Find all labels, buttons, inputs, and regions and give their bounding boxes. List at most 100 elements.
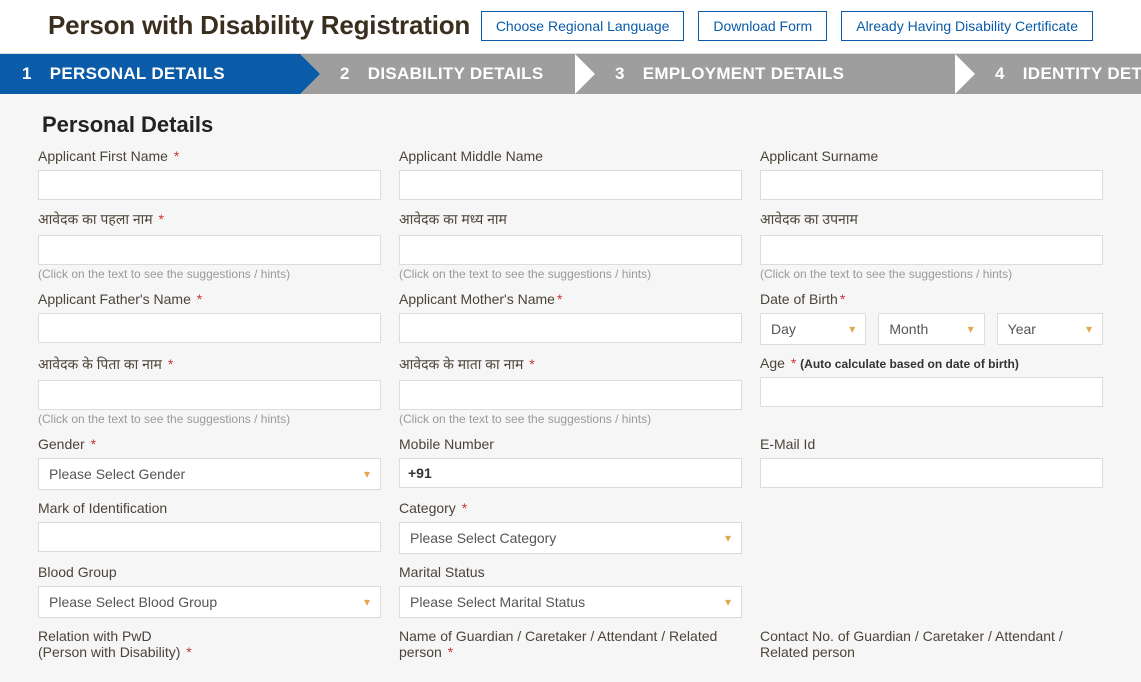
input-middle-name[interactable] xyxy=(399,170,742,200)
field-first-name-hi: आवेदक का पहला नाम * (Click on the text t… xyxy=(38,210,381,281)
input-father-name-hi[interactable] xyxy=(38,380,381,410)
step-disability-details[interactable]: 2DISABILITY DETAILS xyxy=(300,54,575,94)
label-first-name-hi: आवेदक का पहला नाम * xyxy=(38,210,381,229)
select-dob-year[interactable]: Year▾ xyxy=(997,313,1103,345)
step-label: EMPLOYMENT DETAILS xyxy=(643,64,845,83)
header-buttons: Choose Regional Language Download Form A… xyxy=(481,11,1093,41)
label-father-name-hi: आवेदक के पिता का नाम * xyxy=(38,355,381,374)
page-title: Person with Disability Registration xyxy=(48,10,470,41)
label-mark-id: Mark of Identification xyxy=(38,500,381,516)
step-personal-details[interactable]: 1 PERSONAL DETAILS xyxy=(0,54,300,94)
label-surname: Applicant Surname xyxy=(760,148,1103,164)
label-mother-name-hi: आवेदक के माता का नाम * xyxy=(399,355,742,374)
step-identity-details[interactable]: 4 IDENTITY DETAILS xyxy=(955,54,1141,94)
section-title: Personal Details xyxy=(12,94,1129,148)
field-blood-group: Blood Group Please Select Blood Group▾ xyxy=(38,564,381,618)
required-marker: * xyxy=(168,356,173,372)
field-surname: Applicant Surname xyxy=(760,148,1103,200)
input-age[interactable] xyxy=(760,377,1103,407)
label-blood-group: Blood Group xyxy=(38,564,381,580)
field-email: E-Mail Id xyxy=(760,436,1103,490)
wizard-steps: 1 PERSONAL DETAILS 2DISABILITY DETAILS 3E… xyxy=(0,54,1141,94)
step-number: 2 xyxy=(340,64,350,83)
chevron-down-icon: ▾ xyxy=(849,322,855,336)
select-gender[interactable]: Please Select Gender▾ xyxy=(38,458,381,490)
label-age: Age * (Auto calculate based on date of b… xyxy=(760,355,1103,371)
input-email[interactable] xyxy=(760,458,1103,488)
input-surname[interactable] xyxy=(760,170,1103,200)
required-marker: * xyxy=(791,355,796,371)
required-marker: * xyxy=(91,436,96,452)
step-number: 1 xyxy=(22,64,32,83)
select-blood-group[interactable]: Please Select Blood Group▾ xyxy=(38,586,381,618)
label-gender: Gender * xyxy=(38,436,381,452)
label-email: E-Mail Id xyxy=(760,436,1103,452)
field-father-name: Applicant Father's Name * xyxy=(38,291,381,345)
required-marker: * xyxy=(529,356,534,372)
field-dob: Date of Birth* Day▾ Month▾ Year▾ xyxy=(760,291,1103,345)
field-guardian-contact: Contact No. of Guardian / Caretaker / At… xyxy=(760,628,1103,666)
label-dob: Date of Birth* xyxy=(760,291,1103,307)
label-father-name: Applicant Father's Name * xyxy=(38,291,381,307)
label-marital-status: Marital Status xyxy=(399,564,742,580)
field-mobile: Mobile Number xyxy=(399,436,742,490)
step-label: IDENTITY DETAILS xyxy=(1023,64,1141,83)
label-middle-name: Applicant Middle Name xyxy=(399,148,742,164)
field-empty xyxy=(760,564,1103,618)
label-mother-name: Applicant Mother's Name* xyxy=(399,291,742,307)
label-middle-name-hi: आवेदक का मध्य नाम xyxy=(399,210,742,229)
step-label: PERSONAL DETAILS xyxy=(50,64,225,83)
hint-text: (Click on the text to see the suggestion… xyxy=(760,267,1103,281)
field-father-name-hi: आवेदक के पिता का नाम * (Click on the tex… xyxy=(38,355,381,426)
label-first-name: Applicant First Name * xyxy=(38,148,381,164)
form-content: Personal Details Applicant First Name * … xyxy=(0,94,1141,682)
label-guardian-name: Name of Guardian / Caretaker / Attendant… xyxy=(399,628,742,660)
page-header: Person with Disability Registration Choo… xyxy=(0,0,1141,54)
input-mobile[interactable] xyxy=(399,458,742,488)
select-marital-status[interactable]: Please Select Marital Status▾ xyxy=(399,586,742,618)
input-middle-name-hi[interactable] xyxy=(399,235,742,265)
field-marital-status: Marital Status Please Select Marital Sta… xyxy=(399,564,742,618)
label-category: Category * xyxy=(399,500,742,516)
input-father-name[interactable] xyxy=(38,313,381,343)
input-mark-id[interactable] xyxy=(38,522,381,552)
choose-language-button[interactable]: Choose Regional Language xyxy=(481,11,685,41)
field-mother-name: Applicant Mother's Name* xyxy=(399,291,742,345)
field-middle-name: Applicant Middle Name xyxy=(399,148,742,200)
required-marker: * xyxy=(159,211,164,227)
input-mother-name[interactable] xyxy=(399,313,742,343)
required-marker: * xyxy=(448,644,453,660)
required-marker: * xyxy=(840,291,845,307)
age-note: (Auto calculate based on date of birth) xyxy=(800,357,1019,371)
select-category[interactable]: Please Select Category▾ xyxy=(399,522,742,554)
chevron-down-icon: ▾ xyxy=(725,595,731,609)
already-certificate-button[interactable]: Already Having Disability Certificate xyxy=(841,11,1093,41)
input-surname-hi[interactable] xyxy=(760,235,1103,265)
required-marker: * xyxy=(462,500,467,516)
input-first-name[interactable] xyxy=(38,170,381,200)
field-middle-name-hi: आवेदक का मध्य नाम (Click on the text to … xyxy=(399,210,742,281)
select-dob-day[interactable]: Day▾ xyxy=(760,313,866,345)
hint-text: (Click on the text to see the suggestion… xyxy=(399,412,742,426)
step-employment-details[interactable]: 3 EMPLOYMENT DETAILS xyxy=(575,54,955,94)
chevron-down-icon: ▾ xyxy=(364,467,370,481)
label-mobile: Mobile Number xyxy=(399,436,742,452)
select-dob-month[interactable]: Month▾ xyxy=(878,313,984,345)
field-mother-name-hi: आवेदक के माता का नाम * (Click on the tex… xyxy=(399,355,742,426)
hint-text: (Click on the text to see the suggestion… xyxy=(38,412,381,426)
field-guardian-name: Name of Guardian / Caretaker / Attendant… xyxy=(399,628,742,666)
hint-text: (Click on the text to see the suggestion… xyxy=(399,267,742,281)
field-gender: Gender * Please Select Gender▾ xyxy=(38,436,381,490)
required-marker: * xyxy=(186,644,191,660)
chevron-down-icon: ▾ xyxy=(364,595,370,609)
required-marker: * xyxy=(557,291,562,307)
input-mother-name-hi[interactable] xyxy=(399,380,742,410)
chevron-down-icon: ▾ xyxy=(968,322,974,336)
input-first-name-hi[interactable] xyxy=(38,235,381,265)
required-marker: * xyxy=(197,291,202,307)
step-number: 4 xyxy=(995,64,1005,83)
field-relation-pwd: Relation with PwD(Person with Disability… xyxy=(38,628,381,666)
step-number: 3 xyxy=(615,64,625,83)
field-first-name: Applicant First Name * xyxy=(38,148,381,200)
download-form-button[interactable]: Download Form xyxy=(698,11,827,41)
